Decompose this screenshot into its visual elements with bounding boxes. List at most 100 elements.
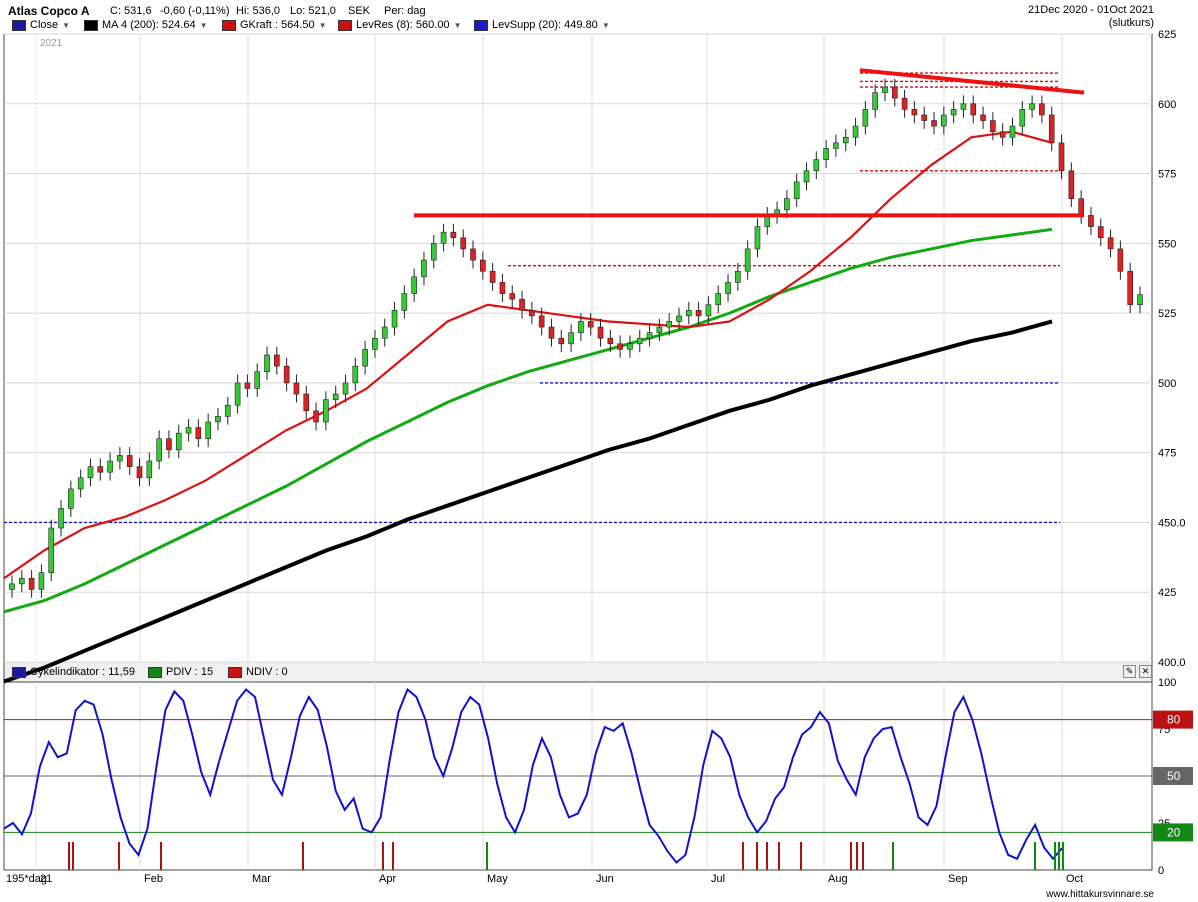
date-range-text: 21Dec 2020 - 01Oct 2021 (1028, 4, 1154, 16)
price-panel-frame (3, 33, 1153, 663)
legend-gkraft[interactable]: GKraft : 564.50 ▼ (222, 19, 327, 31)
candle-body (313, 410, 319, 423)
change-readout: -0,60 (-0,11%) (160, 5, 230, 17)
legend-swatch (222, 19, 236, 31)
candle-body (499, 282, 506, 294)
candle-body (725, 282, 731, 294)
candle-body (990, 120, 996, 132)
candle-body (274, 354, 280, 367)
candle-body (264, 354, 270, 373)
legend-swatch (148, 666, 162, 678)
candle-body (381, 326, 388, 339)
chart-header: Atlas Copco A C: 531,6 -0,60 (-0,11%) Hi… (0, 0, 1198, 34)
legend-cycle[interactable]: Cykelindikator : 11,59 (12, 666, 135, 678)
candle-body (489, 270, 496, 283)
candle-body (901, 97, 908, 110)
footer-link[interactable]: www.hittakursvinnare.se (1046, 889, 1154, 900)
ndiv-marker (302, 842, 304, 870)
candle-body (911, 109, 918, 116)
ndiv-marker (800, 842, 802, 870)
candle-body (440, 231, 447, 244)
legend-label: LevRes (8): 560.00 (356, 19, 450, 31)
indicator-tick-label: 25 (1158, 818, 1170, 830)
candle-body (1127, 270, 1133, 306)
candle-body (372, 337, 378, 350)
year-label: 2021 (40, 38, 63, 49)
ndiv-marker (778, 842, 780, 870)
chevron-down-icon[interactable]: ▼ (318, 20, 327, 30)
candle-body (568, 332, 574, 345)
legend-levres[interactable]: LevRes (8): 560.00 ▼ (338, 19, 461, 31)
candle-body (215, 416, 221, 423)
candle-body (450, 231, 457, 239)
price-tick-label: 600 (1158, 99, 1176, 111)
chevron-down-icon[interactable]: ▼ (62, 20, 71, 30)
price-tick-label: 550 (1158, 238, 1176, 250)
candle-body (519, 298, 525, 311)
legend-label: Close (30, 19, 59, 31)
legend-swatch (338, 19, 352, 31)
chevron-down-icon[interactable]: ▼ (601, 20, 610, 30)
month-label: Sep (948, 873, 968, 885)
candle-body (656, 326, 663, 333)
ndiv-marker (160, 842, 162, 870)
instrument-title: Atlas Copco A (8, 4, 90, 18)
candle-body (705, 304, 712, 317)
candle-body (175, 432, 182, 451)
levres-sloped-line (859, 68, 1085, 95)
ndiv-marker (118, 842, 120, 870)
price-tick-label: 400.0 (1158, 657, 1186, 669)
currency-label: SEK (348, 5, 371, 17)
candle-body (1039, 103, 1045, 116)
candle-body (764, 215, 771, 227)
candle-body (146, 460, 153, 479)
candle-body (862, 109, 869, 127)
legend-levsupp[interactable]: LevSupp (20): 449.80 ▼ (474, 19, 610, 31)
ndiv-marker (856, 842, 858, 870)
legend-close[interactable]: Close ▼ (12, 19, 70, 31)
candle-body (303, 393, 310, 412)
candle-body (1088, 215, 1094, 227)
date-range: 21Dec 2020 - 01Oct 2021 (slutkurs) (1028, 4, 1154, 30)
candle-body (126, 455, 133, 467)
legend-ma200[interactable]: MA 4 (200): 524.64 ▼ (84, 19, 207, 31)
candle-body (735, 270, 741, 283)
candle-body (754, 226, 761, 250)
month-label: Jun (596, 873, 614, 885)
candle-body (793, 181, 800, 199)
legend-swatch (12, 666, 26, 678)
legend-label: MA 4 (200): 524.64 (102, 19, 196, 31)
legend-pdiv[interactable]: PDIV : 15 (148, 666, 213, 678)
ndiv-marker (756, 842, 758, 870)
chevron-down-icon[interactable]: ▼ (199, 20, 208, 30)
candle-body (283, 365, 290, 384)
month-label: May (487, 873, 508, 885)
pdiv-marker (1034, 842, 1036, 870)
pdiv-marker (892, 842, 894, 870)
ndiv-marker (742, 842, 744, 870)
ndiv-marker (766, 842, 768, 870)
candle-body (695, 310, 702, 317)
candle-body (607, 337, 614, 345)
period-label: Per: dag (384, 5, 426, 17)
high-readout: Hi: 536,0 (236, 5, 281, 17)
candle-body (205, 421, 211, 440)
legend-ndiv[interactable]: NDIV : 0 (228, 666, 288, 678)
pdiv-marker (1062, 842, 1064, 870)
month-label: Aug (828, 873, 848, 885)
candle-body (676, 315, 682, 322)
ndiv-marker (392, 842, 394, 870)
candle-body (293, 382, 300, 395)
candle-body (823, 148, 829, 160)
candle-body (578, 321, 584, 333)
chevron-down-icon[interactable]: ▼ (453, 20, 462, 30)
reference-badge (1153, 767, 1193, 785)
close-readout: C: 531,6 (110, 5, 152, 17)
settings-icon[interactable]: ✎ (1123, 665, 1136, 678)
candle-body (244, 382, 251, 389)
candle-body (117, 455, 123, 462)
candle-body (685, 310, 692, 317)
candle-body (1097, 226, 1104, 239)
close-icon[interactable]: ✕ (1139, 665, 1152, 678)
